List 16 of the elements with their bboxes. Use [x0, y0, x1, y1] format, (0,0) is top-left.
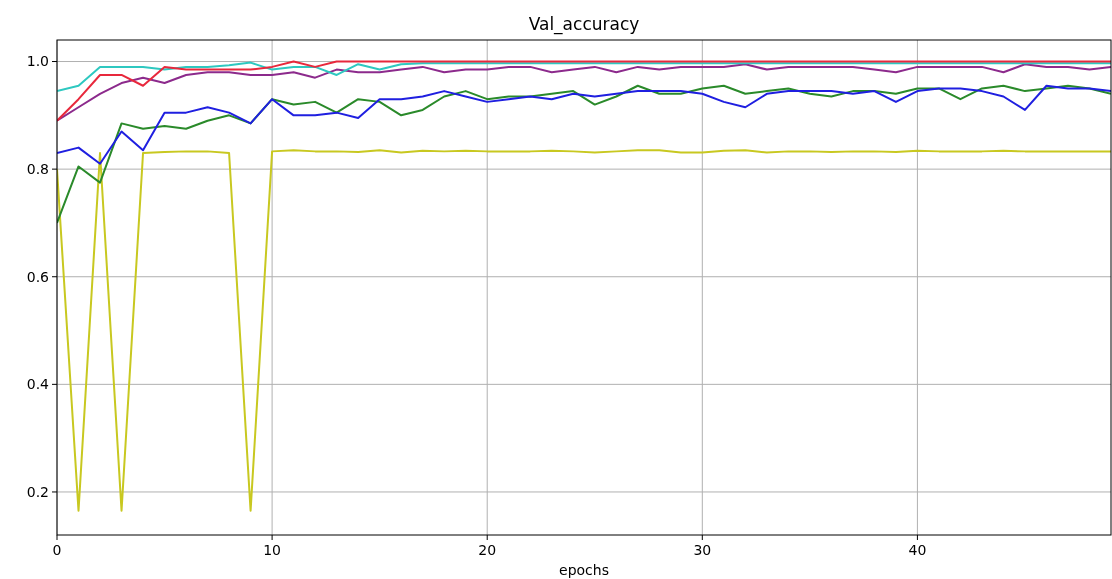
x-tick-label: 10	[263, 542, 282, 558]
y-tick-label: 1.0	[26, 53, 49, 70]
x-axis-title: epochs	[559, 562, 609, 578]
y-tick-label: 0.4	[26, 376, 50, 393]
chart-title: Val_accuracy	[528, 14, 640, 35]
x-tick-label: 40	[908, 542, 927, 558]
y-tick-label: 0.8	[26, 161, 49, 178]
y-tick-label: 0.6	[26, 268, 50, 285]
x-tick-label: 30	[693, 542, 712, 558]
line-series	[57, 61, 1111, 93]
line-series	[57, 84, 1111, 165]
line-series	[57, 84, 1111, 224]
x-tick-label: 20	[478, 542, 497, 558]
y-tick-label: 0.2	[26, 483, 49, 500]
line-series	[57, 149, 1111, 512]
x-tick-label: 0	[52, 542, 62, 558]
